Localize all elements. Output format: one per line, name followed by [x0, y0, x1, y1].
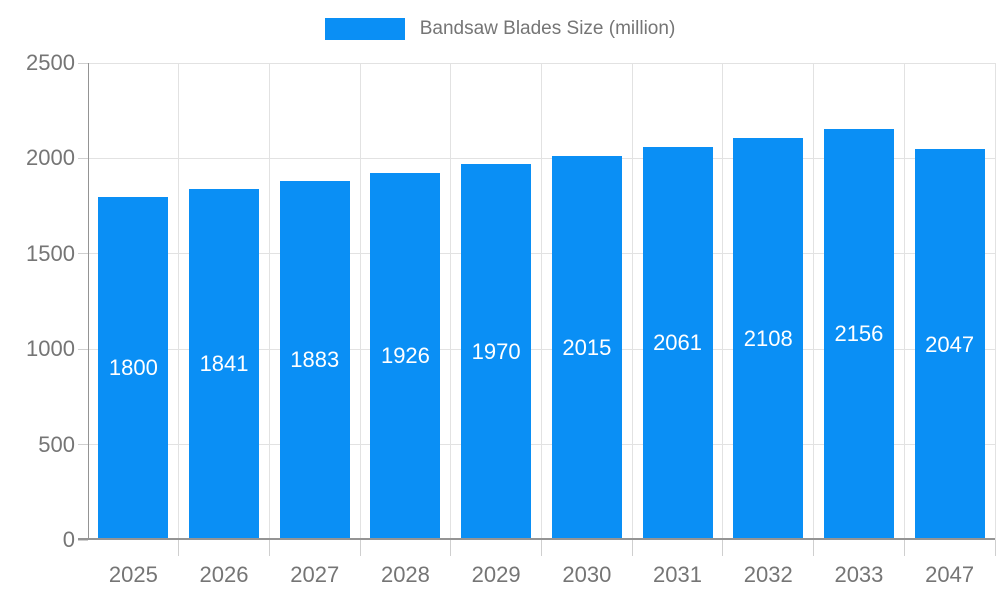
y-axis-tick: [78, 253, 88, 255]
y-axis-label: 0: [62, 527, 75, 552]
x-axis-label: 2028: [380, 562, 430, 587]
bar: 1883: [279, 180, 350, 540]
bar-value-label: 1970: [471, 339, 521, 365]
x-axis-label: 2031: [653, 562, 702, 587]
bar-value-label: 2061: [653, 330, 703, 356]
y-axis-label: 1500: [26, 240, 75, 266]
x-axis-label: 2025: [108, 562, 158, 587]
bar: 1800: [98, 196, 169, 540]
v-gridline: [541, 63, 542, 540]
y-axis-tick: [78, 348, 88, 350]
bar: 2156: [823, 128, 894, 540]
bar: 1970: [461, 164, 532, 540]
v-gridline: [813, 63, 815, 540]
x-axis-label: 2026: [199, 562, 249, 587]
x-axis-label: 2047: [925, 562, 975, 587]
legend: Bandsaw Blades Size (million): [0, 18, 1000, 40]
x-axis-label: 2030: [562, 562, 612, 587]
bar-value-label: 1926: [380, 343, 430, 369]
bar: 2061: [642, 146, 713, 540]
y-axis-label: 1000: [26, 336, 75, 362]
bar: 2047: [914, 149, 985, 540]
x-axis-tick: [178, 540, 180, 556]
x-axis-line: [78, 538, 995, 540]
x-axis-tick: [359, 540, 361, 556]
x-axis-label: 2033: [834, 562, 884, 587]
bar: 1926: [370, 172, 441, 540]
x-axis-label: 2032: [743, 562, 793, 587]
bar: 2015: [551, 155, 622, 540]
v-gridline: [178, 63, 180, 540]
x-axis-tick: [450, 540, 452, 556]
bar-value-label: 2156: [834, 321, 884, 347]
y-axis-label: 2000: [26, 145, 75, 171]
y-axis-tick: [78, 157, 88, 159]
x-axis-tick: [722, 540, 724, 556]
bar: 2108: [733, 137, 804, 540]
y-axis-tick: [78, 539, 88, 541]
bar-value-label: 2108: [743, 325, 793, 351]
v-gridline: [450, 63, 452, 540]
x-axis-tick: [631, 540, 633, 556]
bar: 1841: [189, 188, 260, 540]
x-axis-label: 2029: [471, 562, 521, 587]
x-axis-label: 2027: [290, 562, 340, 587]
x-axis-tick: [903, 540, 905, 556]
y-axis-tick: [78, 62, 88, 64]
v-gridline: [994, 63, 996, 540]
v-gridline: [722, 63, 724, 540]
y-axis-label: 500: [38, 431, 75, 457]
x-axis-tick: [268, 540, 270, 556]
v-gridline: [359, 63, 361, 540]
bar-value-label: 1841: [199, 351, 249, 377]
y-axis-tick: [78, 444, 88, 446]
x-axis-tick: [541, 540, 542, 556]
legend-label: Bandsaw Blades Size (million): [419, 18, 676, 39]
legend-swatch: [324, 18, 405, 40]
v-gridline: [631, 63, 633, 540]
x-axis-tick: [813, 540, 815, 556]
plot-area: 1800 1841 1883 1926 1970 2015 2061 2108 2156 2047: [78, 62, 996, 556]
v-gridline: [268, 63, 270, 540]
bar-value-label: 2015: [562, 334, 612, 360]
y-axis-line: [88, 63, 89, 540]
v-gridline: [903, 63, 905, 540]
bar-value-label: 1883: [290, 347, 340, 373]
x-axis-tick: [994, 540, 996, 556]
bar-value-label: 1800: [108, 355, 158, 381]
y-axis-label: 2500: [26, 50, 75, 75]
bar-value-label: 2047: [925, 331, 975, 357]
